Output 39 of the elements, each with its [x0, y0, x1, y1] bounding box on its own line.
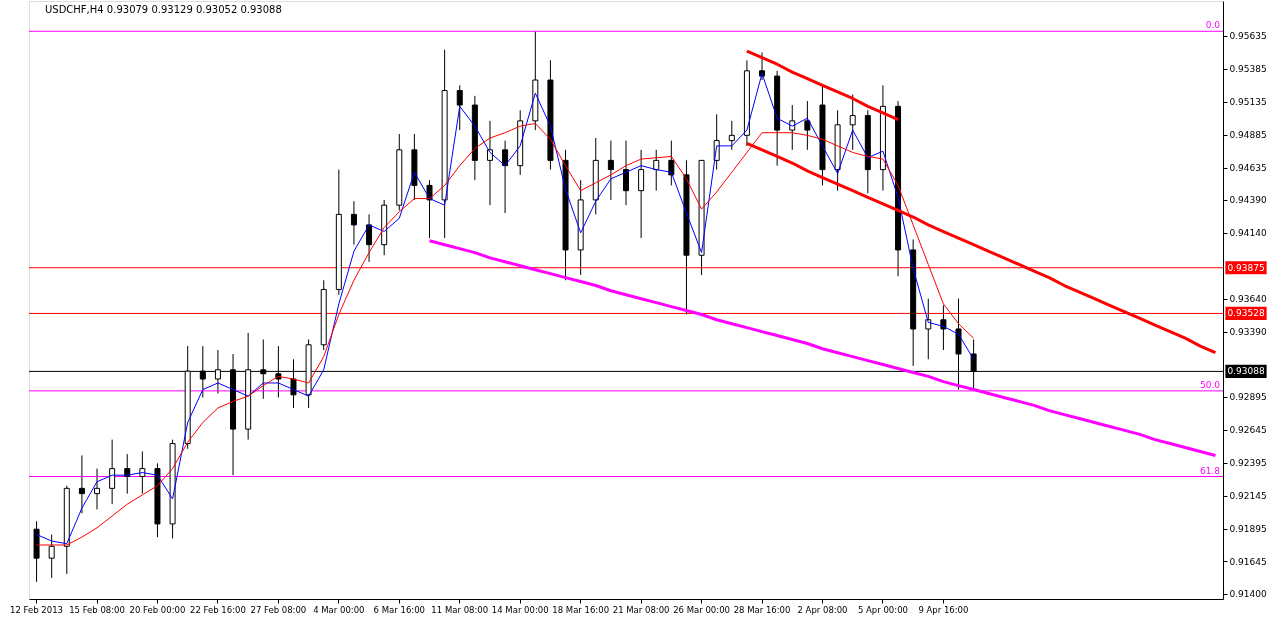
y-tick-label: 0.91895 [1229, 524, 1267, 535]
y-tick-label: 0.92895 [1229, 392, 1267, 403]
ref-line-label: 0.93088 [1227, 366, 1265, 377]
y-tick-label: 0.92645 [1229, 425, 1267, 436]
y-tick-label: 0.93640 [1229, 294, 1267, 305]
y-tick-label: 0.91400 [1229, 589, 1267, 600]
x-tick-label: 9 Apr 16:00 [918, 604, 969, 615]
y-tick-label: 0.92395 [1229, 458, 1267, 469]
x-tick-label: 4 Mar 00:00 [313, 604, 365, 615]
y-tick-label: 0.93390 [1229, 327, 1267, 338]
x-tick-label: 21 Mar 08:00 [612, 604, 670, 615]
annotation: 61.8 [1199, 465, 1221, 476]
ref-line-label: 0.93528 [1227, 308, 1265, 319]
y-tick-label: 0.95635 [1229, 31, 1267, 42]
x-tick-label: 28 Mar 16:00 [733, 604, 791, 615]
x-tick-label: 18 Mar 16:00 [552, 604, 610, 615]
x-tick-label: 22 Feb 16:00 [190, 604, 246, 615]
y-tick-label: 0.95135 [1229, 97, 1267, 108]
x-tick-label: 27 Feb 08:00 [250, 604, 307, 615]
x-tick-label: 11 Mar 08:00 [431, 604, 489, 615]
x-tick-label: 12 Feb 2013 [10, 604, 64, 615]
y-tick-label: 0.94635 [1229, 163, 1267, 174]
chart-title: USDCHF,H4 0.93079 0.93129 0.93052 0.93088 [45, 4, 282, 15]
x-tick-label: 26 Mar 00:00 [673, 604, 730, 615]
x-tick-label: 14 Mar 00:00 [491, 604, 549, 615]
x-tick-label: 20 Feb 00:00 [129, 604, 186, 615]
x-tick-label: 2 Apr 08:00 [797, 604, 848, 615]
y-tick-label: 0.94140 [1229, 228, 1267, 239]
annotation: 0.0 [1205, 20, 1221, 31]
y-tick-label: 0.94885 [1229, 130, 1267, 141]
y-tick-label: 0.91645 [1229, 556, 1267, 567]
annotation: 50.0 [1199, 379, 1221, 390]
ref-line-label: 0.93875 [1227, 262, 1265, 273]
x-tick-label: 6 Mar 16:00 [373, 604, 425, 615]
x-tick-label: 5 Apr 00:00 [857, 604, 908, 615]
y-tick-label: 0.92145 [1229, 491, 1267, 502]
x-tick-label: 15 Feb 08:00 [69, 604, 125, 615]
y-tick-label: 0.94390 [1229, 195, 1267, 206]
y-tick-label: 0.95385 [1229, 64, 1267, 75]
